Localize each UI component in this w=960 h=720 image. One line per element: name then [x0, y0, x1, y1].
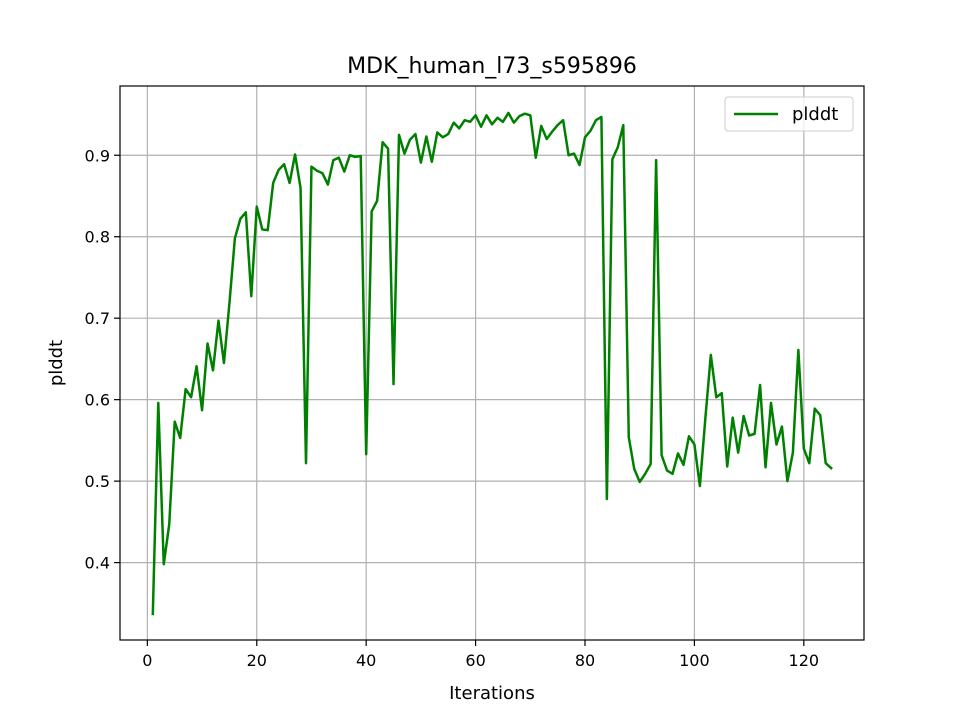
series-line-plddt: [151, 111, 833, 616]
y-tick-label: 0.9: [85, 146, 110, 165]
series-group: [151, 111, 833, 616]
x-tick-label: 60: [465, 651, 485, 670]
y-tick-label: 0.8: [85, 228, 110, 247]
y-tick-label: 0.6: [85, 391, 110, 410]
x-tick-label: 0: [142, 651, 152, 670]
legend-label: plddt: [792, 104, 838, 125]
x-tick-label: 80: [575, 651, 595, 670]
x-tick-label: 20: [247, 651, 267, 670]
grid-lines: [120, 86, 864, 640]
x-tick-label: 100: [679, 651, 710, 670]
y-axis-ticks: 0.4 0.5 0.6 0.7 0.8 0.9: [85, 146, 120, 573]
x-tick-label: 120: [789, 651, 820, 670]
x-axis-ticks: 0 20 40 60 80 100 120: [142, 640, 819, 670]
y-tick-label: 0.7: [85, 309, 110, 328]
chart-title: MDK_human_l73_s595896: [347, 54, 637, 79]
plot-frame: [119, 85, 865, 641]
y-axis-label: plddt: [46, 340, 67, 386]
y-tick-label: 0.5: [85, 472, 110, 491]
x-tick-label: 40: [356, 651, 376, 670]
y-tick-label: 0.4: [85, 554, 110, 573]
legend: plddt: [724, 96, 854, 132]
x-axis-label: Iterations: [449, 683, 535, 704]
legend-box: [724, 96, 854, 132]
